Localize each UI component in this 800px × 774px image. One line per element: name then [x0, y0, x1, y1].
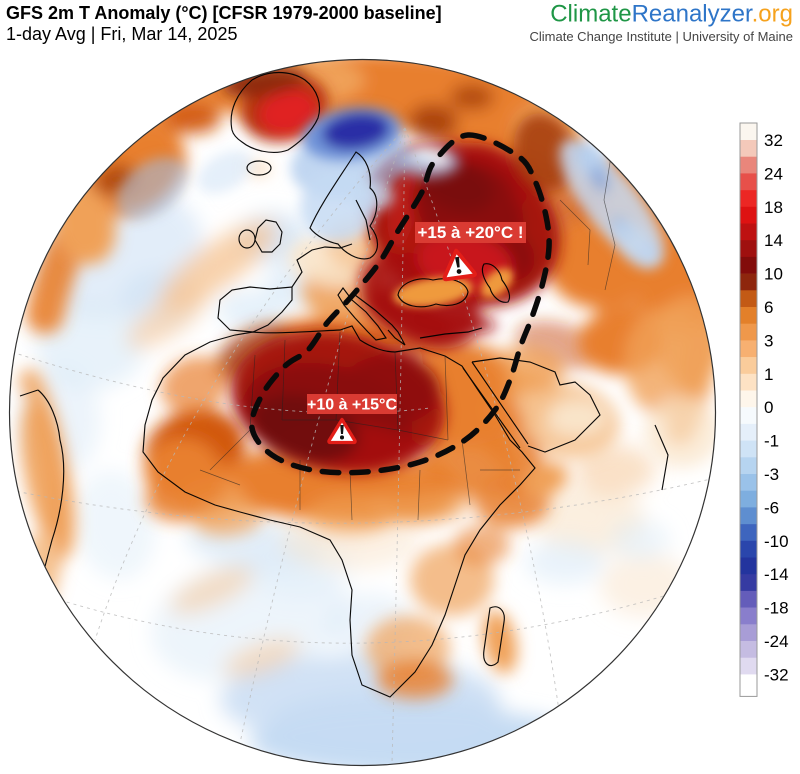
svg-text:18: 18 [764, 198, 783, 217]
svg-text:6: 6 [764, 298, 773, 317]
svg-text:+10 à +15°C: +10 à +15°C [307, 397, 397, 414]
svg-text:14: 14 [764, 231, 783, 250]
svg-text:-32: -32 [764, 665, 789, 684]
svg-text:Climate Change Institute | Uni: Climate Change Institute | University of… [530, 29, 794, 44]
svg-text:1: 1 [764, 365, 773, 384]
svg-text:24: 24 [764, 164, 783, 183]
svg-text:-6: -6 [764, 498, 779, 517]
svg-text:-24: -24 [764, 632, 789, 651]
svg-text:-10: -10 [764, 532, 789, 551]
svg-text:ClimateReanalyzer.org: ClimateReanalyzer.org [550, 1, 793, 28]
svg-text:-3: -3 [764, 465, 779, 484]
svg-text:32: 32 [764, 131, 783, 150]
svg-text:3: 3 [764, 331, 773, 350]
svg-text:0: 0 [764, 398, 773, 417]
svg-text:-18: -18 [764, 599, 789, 618]
svg-text:-14: -14 [764, 565, 789, 584]
svg-text:GFS 2m T Anomaly (°C) [CFSR 19: GFS 2m T Anomaly (°C) [CFSR 1979-2000 ba… [6, 3, 442, 23]
svg-text:10: 10 [764, 265, 783, 284]
svg-text:+15 à +20°C !: +15 à +20°C ! [417, 223, 523, 242]
svg-text:1-day Avg | Fri, Mar 14, 2025: 1-day Avg | Fri, Mar 14, 2025 [6, 24, 237, 44]
svg-text:-1: -1 [764, 432, 779, 451]
